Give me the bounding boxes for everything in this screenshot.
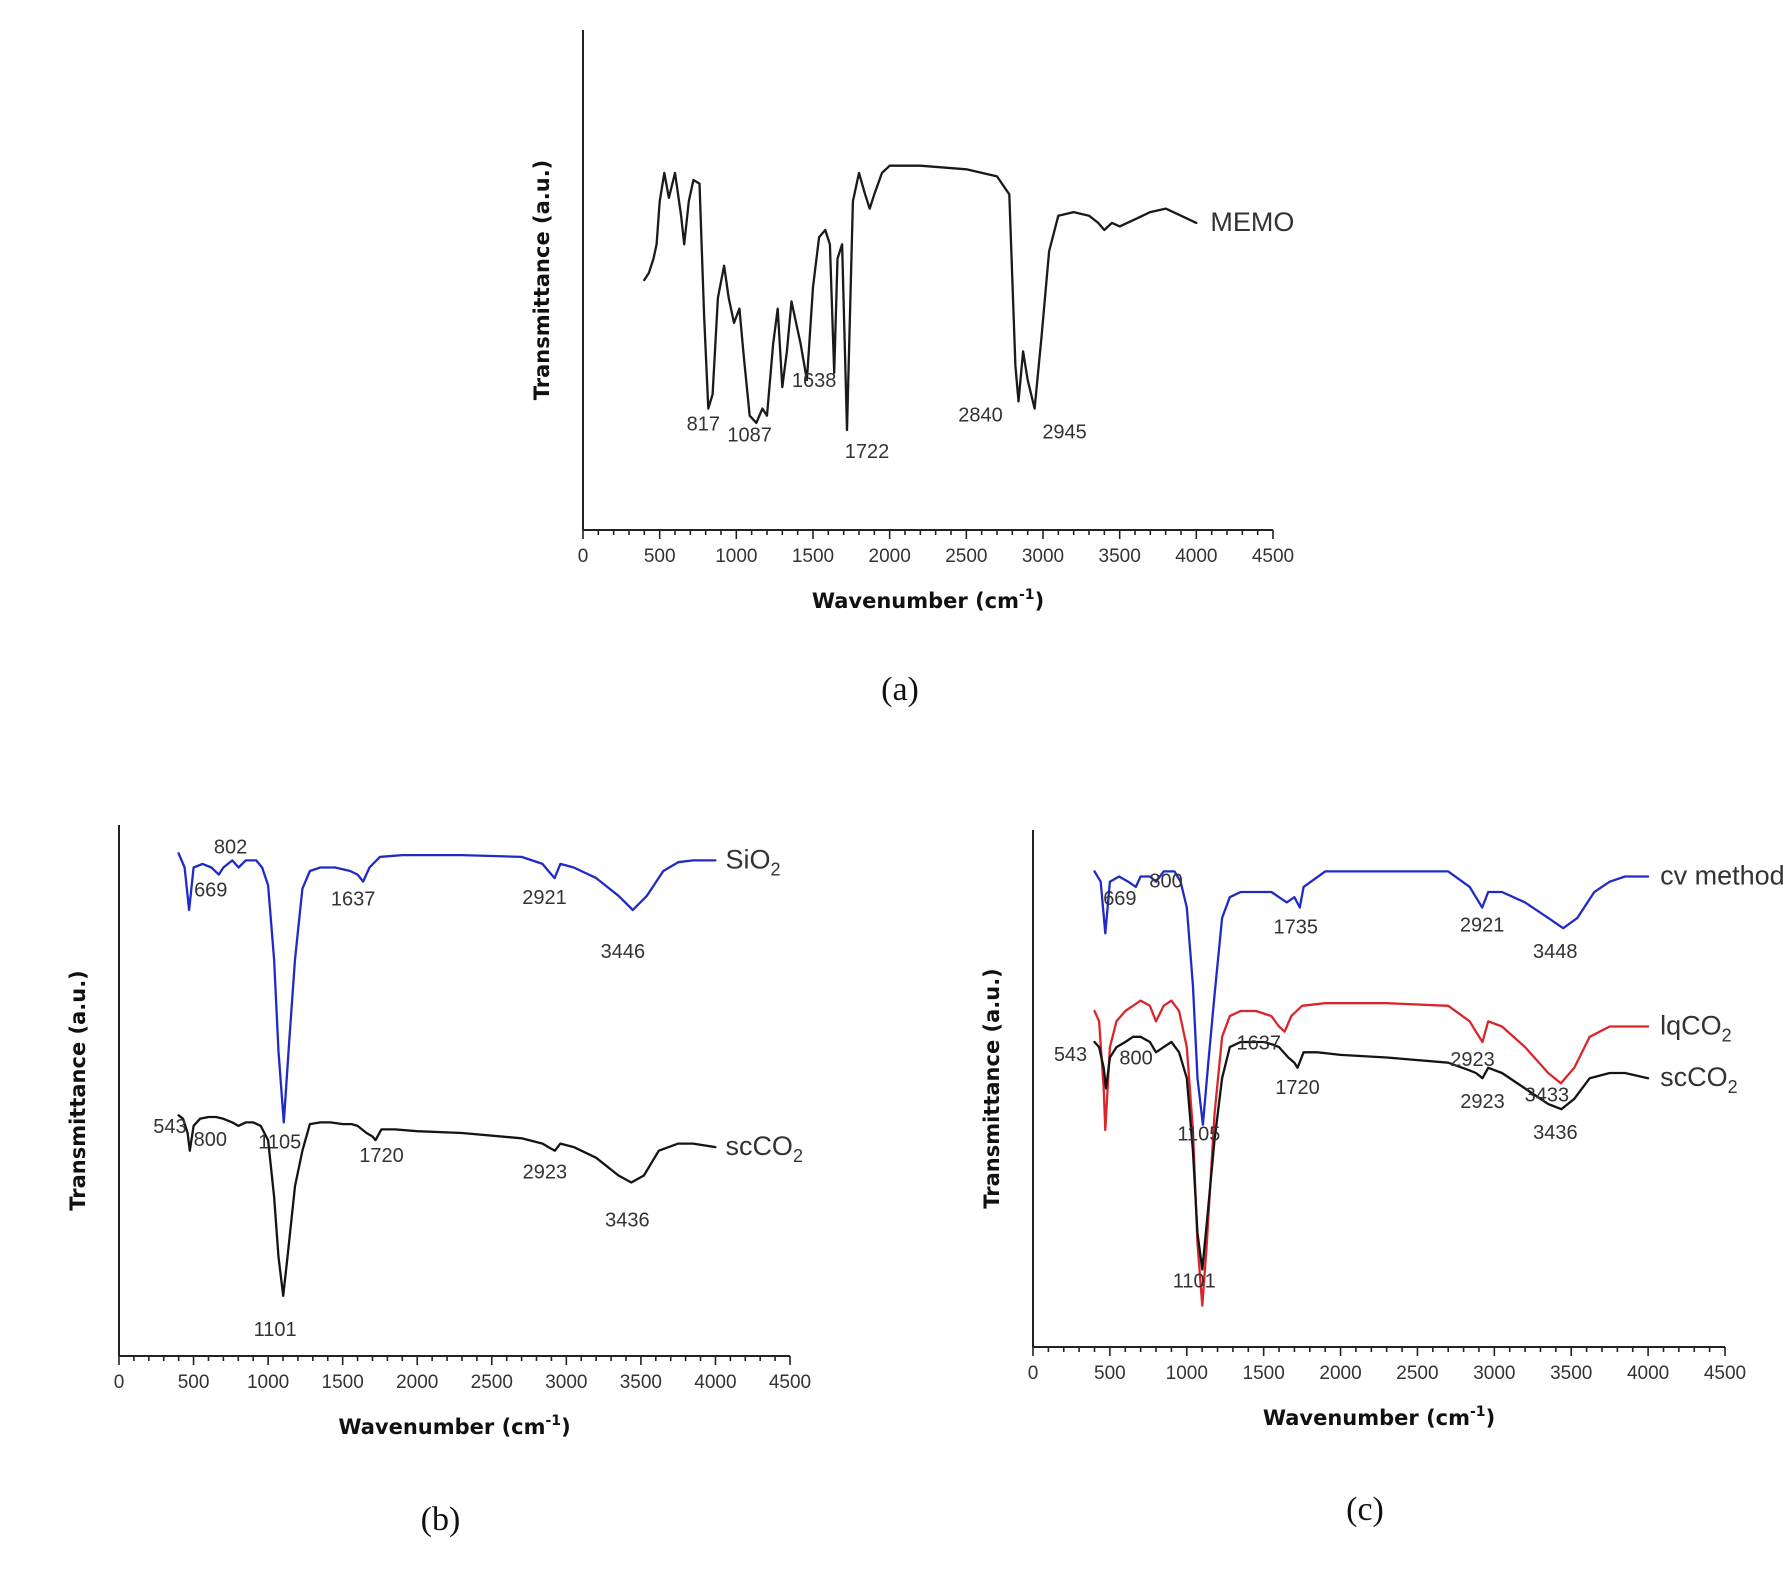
peak-label: 817 [687, 414, 720, 436]
y-axis-label: Transmittance (a.u.) [980, 968, 1004, 1209]
peak-label: 2921 [522, 887, 567, 909]
peak-label: 2923 [1450, 1049, 1495, 1071]
peak-label: 1735 [1274, 917, 1319, 939]
peak-label: 1101 [1173, 1270, 1216, 1292]
x-tick-label: 3500 [1099, 546, 1141, 567]
chart-panel-3: 0 500 1000 1500 2000 2500 3000 3500 4000 4500 Wave… [980, 830, 1783, 1528]
x-tick-label: 3500 [620, 1372, 662, 1393]
peak-label: 2923 [1460, 1091, 1505, 1113]
peak-label: 2921 [1460, 915, 1505, 937]
series-line-3 [1093, 1035, 1650, 1271]
series-label: cv method [1660, 861, 1783, 891]
x-tick-label: 0 [114, 1372, 125, 1393]
x-tick-label: 4500 [769, 1372, 811, 1393]
x-tick-label: 2500 [945, 546, 987, 567]
series-line-1 [177, 852, 717, 1124]
series-label: lqCO2 [1660, 1010, 1732, 1045]
series-label: scCO2 [725, 1131, 803, 1166]
series-line-1 [1093, 870, 1650, 1126]
x-tick-label: 2500 [1396, 1363, 1438, 1384]
x-tick-label: 3000 [1022, 546, 1064, 567]
panel-caption: (c) [1346, 1491, 1384, 1528]
x-tick-label: 500 [1094, 1363, 1126, 1384]
peak-label: 800 [194, 1129, 227, 1151]
x-tick-label: 0 [1028, 1363, 1039, 1384]
peak-label: 3446 [601, 941, 646, 963]
x-tick-label: 4500 [1704, 1363, 1746, 1384]
series-line-2 [1093, 999, 1650, 1307]
peak-label: 3436 [1533, 1122, 1578, 1144]
peak-label: 1637 [331, 889, 376, 911]
peak-label: 1101 [254, 1319, 297, 1341]
x-tick-label: 4000 [694, 1372, 736, 1393]
x-axis-label: Wavenumber (cm-1) [1263, 1404, 1495, 1430]
x-tick-label: 0 [578, 546, 589, 567]
y-axis-label: Transmittance (a.u.) [66, 970, 90, 1211]
peak-label: 1637 [1236, 1033, 1281, 1055]
peak-label: 1087 [727, 425, 772, 447]
peak-label: 1722 [845, 441, 890, 463]
peak-label: 1105 [258, 1131, 301, 1153]
peak-label: 1105 [1177, 1124, 1220, 1146]
series-line-1 [643, 164, 1198, 432]
chart-panel-2: 0 500 1000 1500 2000 2500 3000 3500 4000 4500 Wave… [66, 825, 811, 1538]
peak-label: 800 [1149, 871, 1182, 893]
x-tick-label: 1500 [1243, 1363, 1285, 1384]
peak-label: 669 [1103, 888, 1136, 910]
peak-label: 800 [1119, 1047, 1152, 1069]
x-axis-label: Wavenumber (cm-1) [812, 587, 1044, 613]
x-tick-label: 2000 [869, 546, 911, 567]
x-tick-label: 500 [644, 546, 676, 567]
series-label: MEMO [1210, 207, 1294, 237]
series-line-2 [177, 1114, 717, 1297]
peak-label: 669 [194, 880, 227, 902]
peak-label: 3433 [1525, 1084, 1570, 1106]
x-tick-label: 4500 [1252, 546, 1294, 567]
x-tick-label: 1000 [715, 546, 757, 567]
x-tick-label: 1000 [1166, 1363, 1208, 1384]
peak-label: 1638 [792, 370, 837, 392]
chart-panel-1: 0 500 1000 1500 2000 2500 3000 3500 4000 4500 Wave… [530, 30, 1294, 708]
x-tick-label: 500 [178, 1372, 210, 1393]
peak-label: 3448 [1533, 941, 1578, 963]
x-tick-label: 3000 [545, 1372, 587, 1393]
x-tick-label: 1500 [322, 1372, 364, 1393]
peak-label: 802 [214, 836, 247, 858]
series-label: scCO2 [1660, 1062, 1738, 1097]
panel-caption: (b) [421, 1501, 461, 1538]
y-axis-label: Transmittance (a.u.) [530, 160, 554, 401]
peak-label: 543 [1054, 1044, 1087, 1066]
x-tick-label: 4000 [1627, 1363, 1669, 1384]
x-tick-label: 2000 [396, 1372, 438, 1393]
x-tick-label: 3500 [1550, 1363, 1592, 1384]
peak-label: 2840 [958, 404, 1003, 426]
x-tick-label: 1500 [792, 546, 834, 567]
peak-label: 3436 [605, 1210, 650, 1232]
x-tick-label: 2500 [471, 1372, 513, 1393]
x-axis-label: Wavenumber (cm-1) [338, 1413, 570, 1439]
peak-label: 1720 [1275, 1077, 1320, 1099]
peak-label: 2923 [523, 1162, 568, 1184]
peak-label: 1720 [359, 1145, 404, 1167]
x-tick-label: 2000 [1319, 1363, 1361, 1384]
panel-caption: (a) [881, 671, 919, 708]
peak-label: 2945 [1042, 422, 1087, 444]
x-tick-label: 1000 [247, 1372, 289, 1393]
peak-label: 543 [153, 1116, 186, 1138]
series-label: SiO2 [725, 844, 780, 879]
x-tick-label: 4000 [1175, 546, 1217, 567]
x-tick-label: 3000 [1473, 1363, 1515, 1384]
